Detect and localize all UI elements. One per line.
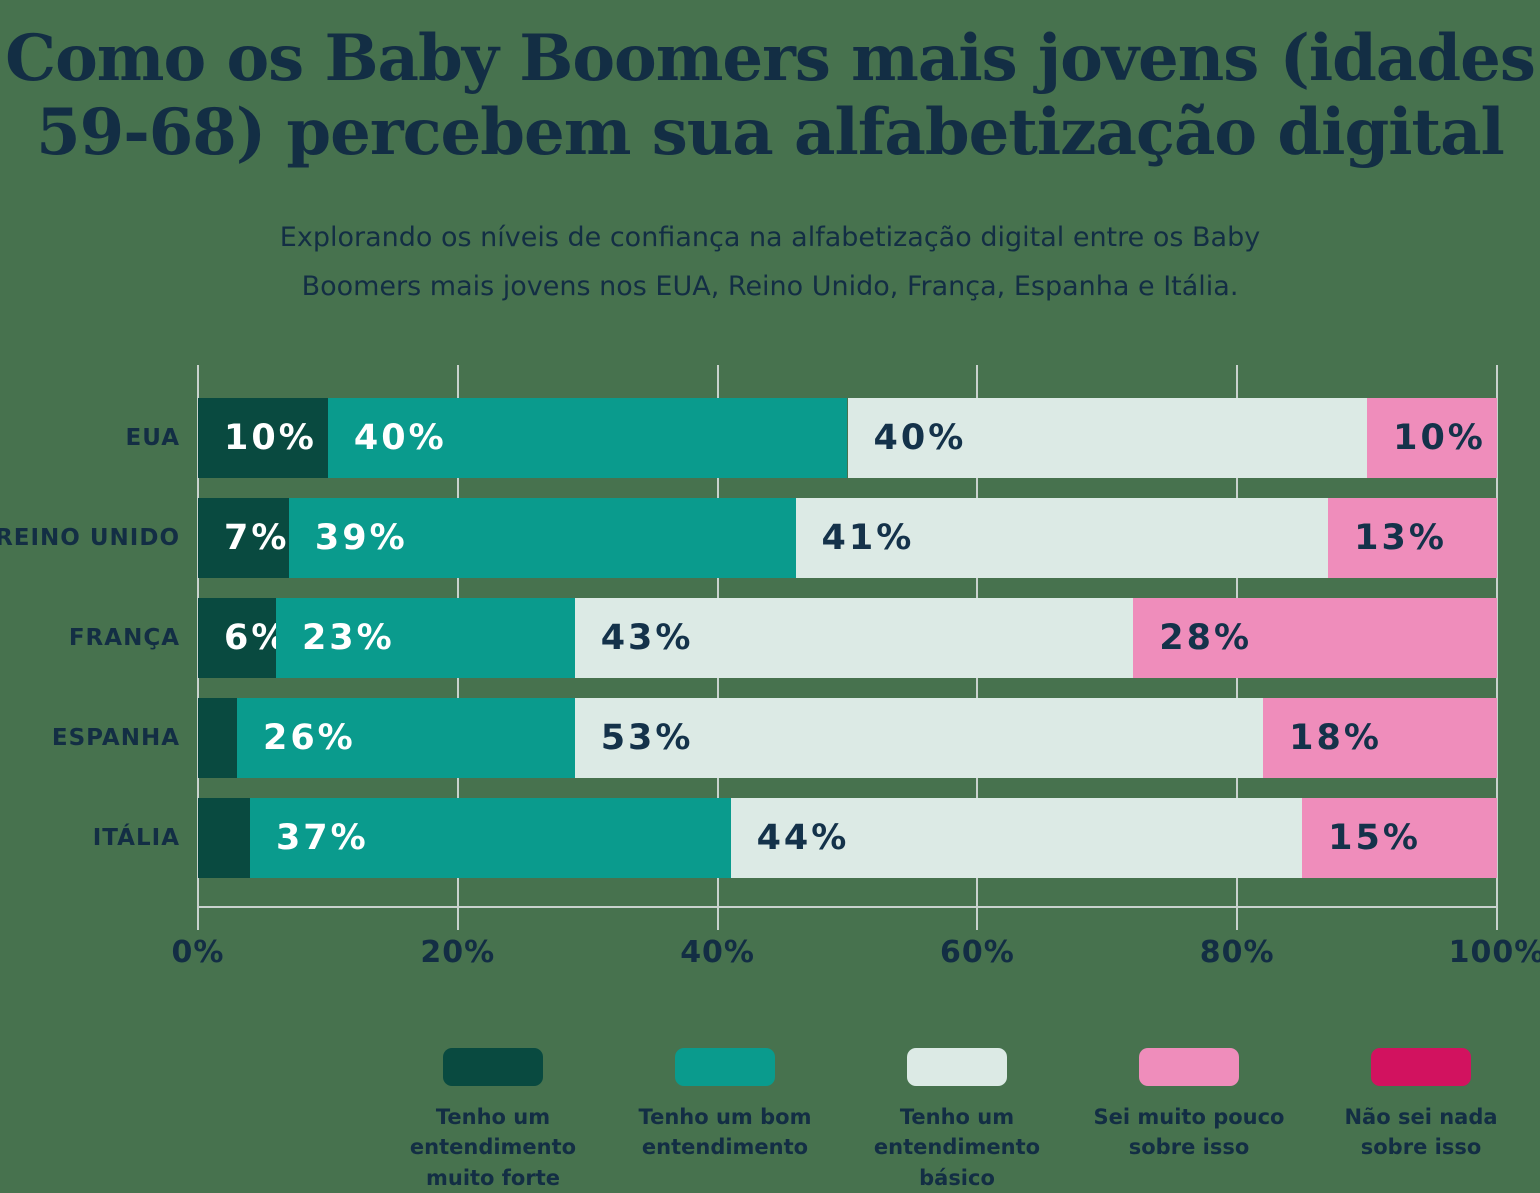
legend-label: Não sei nada sobre isso xyxy=(1344,1105,1498,1160)
bar-segment-label: 53% xyxy=(600,718,694,758)
legend-swatch xyxy=(675,1048,775,1086)
bar-segment: 18% xyxy=(1263,698,1497,778)
bar-segment: 15% xyxy=(1302,798,1497,878)
legend-item: Tenho um entendimento muito forte xyxy=(377,1048,609,1193)
chart-title-line1: Como os Baby Boomers mais jovens (idades xyxy=(5,21,1536,96)
bar-segment-label: 10% xyxy=(1393,418,1486,458)
legend: Tenho um entendimento muito forte Tenho um… xyxy=(377,1048,1537,1193)
bar-segment-label: 15% xyxy=(1328,818,1421,858)
bar-segment: 44% xyxy=(730,798,1303,878)
legend-label: Sei muito pouco sobre isso xyxy=(1093,1105,1285,1160)
category-label: ESPANHA xyxy=(51,725,180,751)
bar-segment-label: 43% xyxy=(600,618,694,658)
bar-segment-label: 39% xyxy=(314,518,408,558)
chart-title-line2: 59-68) percebem sua alfabetização digita… xyxy=(36,94,1505,170)
bar-segment: 40% xyxy=(847,398,1368,478)
chart-title: Como os Baby Boomers mais jovens (idades… xyxy=(0,22,1540,169)
legend-label: Tenho um entendimento básico xyxy=(873,1105,1041,1190)
bar-segment: 40% xyxy=(327,398,848,478)
bar-segment xyxy=(198,798,250,878)
category-label: FRANÇA xyxy=(68,625,180,651)
bar-segment: 7% xyxy=(198,498,289,578)
legend-item: Sei muito pouco sobre isso xyxy=(1073,1048,1305,1193)
legend-label: Tenho um bom entendimento xyxy=(638,1105,812,1160)
bar-segment: 28% xyxy=(1133,598,1497,678)
chart-subtitle-line1: Explorando os níveis de confiança na alf… xyxy=(279,222,1261,253)
bar-row: 26% 53% 18% xyxy=(198,698,1497,778)
x-axis-tick-label: 40% xyxy=(680,935,755,970)
legend-item: Não sei nada sobre isso xyxy=(1305,1048,1537,1193)
chart-subtitle: Explorando os níveis de confiança na alf… xyxy=(0,214,1540,311)
x-axis-line xyxy=(198,906,1497,908)
bar-row: 37% 44% 15% xyxy=(198,798,1497,878)
bar-segment: 26% xyxy=(236,698,575,778)
bar-segment-label: 40% xyxy=(353,418,447,458)
legend-label: Tenho um entendimento muito forte xyxy=(409,1105,577,1190)
bar-row: 7% 39% 41% 13% xyxy=(198,498,1497,578)
bar-segment-label: 6% xyxy=(224,618,276,658)
x-axis-tick-label: 0% xyxy=(171,935,225,970)
bar-segment: 39% xyxy=(288,498,796,578)
legend-swatch xyxy=(1371,1048,1471,1086)
bar-segment: 10% xyxy=(198,398,328,478)
bar-segment-label: 44% xyxy=(756,818,850,858)
gridline xyxy=(1496,365,1498,930)
legend-swatch xyxy=(1139,1048,1239,1086)
legend-swatch xyxy=(443,1048,543,1086)
legend-swatch xyxy=(907,1048,1007,1086)
bar-segment-label: 26% xyxy=(262,718,356,758)
category-label: ITÁLIA xyxy=(92,825,180,851)
category-label: REINO UNIDO xyxy=(0,525,180,551)
bar-segment-label: 18% xyxy=(1289,718,1382,758)
bar-row: 10% 40% 40% 10% xyxy=(198,398,1497,478)
x-axis-tick-label: 100% xyxy=(1448,935,1540,970)
bar-segment xyxy=(198,698,237,778)
bar-segment: 53% xyxy=(574,698,1264,778)
x-axis-tick-label: 60% xyxy=(939,935,1015,970)
chart-subtitle-line2: Boomers mais jovens nos EUA, Reino Unido… xyxy=(301,270,1239,302)
bar-segment-label: 13% xyxy=(1354,518,1447,558)
bar-segment: 41% xyxy=(795,498,1329,578)
category-label: EUA xyxy=(125,425,180,451)
bar-segment-label: 40% xyxy=(873,418,967,458)
bar-segment-label: 10% xyxy=(224,418,317,458)
x-axis-tick-label: 20% xyxy=(420,935,496,970)
bar-segment: 10% xyxy=(1367,398,1497,478)
legend-item: Tenho um bom entendimento xyxy=(609,1048,841,1193)
bar-segment-label: 28% xyxy=(1159,618,1253,658)
plot-area: 10% 40% 40% 10% 7% 39% 41% 13% 6% 23% 43% 28% 26% 53%… xyxy=(197,365,1498,930)
x-axis-tick-label: 80% xyxy=(1199,935,1275,970)
bar-segment-label: 41% xyxy=(821,518,915,558)
bar-segment: 6% xyxy=(198,598,276,678)
bar-segment: 37% xyxy=(249,798,731,878)
bar-segment: 23% xyxy=(275,598,575,678)
bar-segment: 13% xyxy=(1328,498,1497,578)
bar-segment: 43% xyxy=(574,598,1134,678)
bar-segment-label: 37% xyxy=(275,818,369,858)
bar-segment-label: 23% xyxy=(301,618,395,658)
legend-item: Tenho um entendimento básico xyxy=(841,1048,1073,1193)
bar-segment-label: 7% xyxy=(224,518,289,558)
bar-row: 6% 23% 43% 28% xyxy=(198,598,1497,678)
